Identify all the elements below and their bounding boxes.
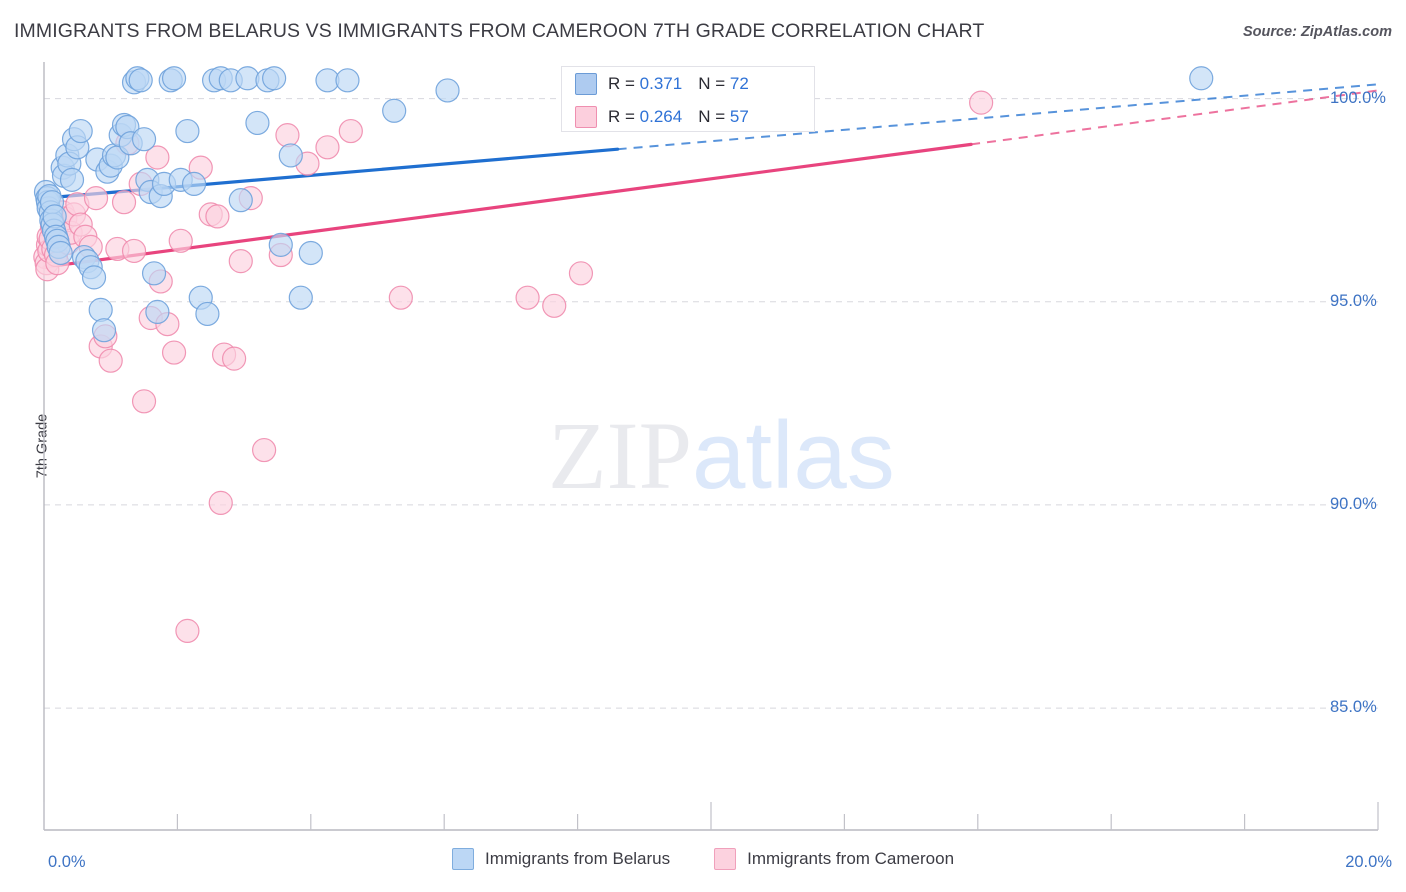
y-axis-tick-label: 90.0% xyxy=(1330,494,1377,513)
r-value-belarus: 0.371 xyxy=(639,73,683,93)
x-axis-tick-label-min: 0.0% xyxy=(48,853,86,871)
series-legend: Immigrants from Belarus Immigrants from … xyxy=(0,848,1406,870)
n-label-belarus: N = xyxy=(698,73,730,93)
source-label: Source: ZipAtlas.com xyxy=(1242,24,1392,40)
legend-item-cameroon[interactable]: Immigrants from Cameroon xyxy=(714,848,954,870)
series-swatch-belarus-icon xyxy=(575,72,597,95)
legend-label-belarus: Immigrants from Belarus xyxy=(484,849,671,868)
series-swatch-cameroon-icon xyxy=(575,105,597,128)
x-axis-ticks xyxy=(43,802,1379,830)
r-value-cameroon: 0.264 xyxy=(639,106,683,126)
correlation-stats-legend: R = 0.371 N = 72 R = 0.264 N = 57 xyxy=(561,66,815,132)
n-value-cameroon: 57 xyxy=(729,106,749,126)
x-axis-tick-label-max: 20.0% xyxy=(1345,853,1392,871)
n-value-belarus: 72 xyxy=(729,73,749,93)
legend-swatch-belarus-icon xyxy=(451,848,474,870)
stats-row-belarus: R = 0.371 N = 72 xyxy=(562,67,814,100)
r-label-belarus: R = xyxy=(608,73,640,93)
stats-row-cameroon: R = 0.264 N = 57 xyxy=(562,100,814,133)
y-axis-tick-label: 85.0% xyxy=(1330,698,1377,717)
legend-swatch-cameroon-icon xyxy=(714,848,737,870)
axis-lines xyxy=(43,62,1378,831)
legend-item-belarus[interactable]: Immigrants from Belarus xyxy=(451,848,671,870)
r-label-cameroon: R = xyxy=(608,106,640,126)
n-label-cameroon: N = xyxy=(698,106,730,126)
y-axis-tick-label: 95.0% xyxy=(1330,291,1377,310)
legend-label-cameroon: Immigrants from Cameroon xyxy=(747,849,955,868)
page-title: IMMIGRANTS FROM BELARUS VS IMMIGRANTS FR… xyxy=(14,20,985,42)
y-axis-tick-label: 100.0% xyxy=(1330,88,1386,107)
gridlines xyxy=(44,98,1378,709)
scatter-points-belarus xyxy=(33,66,1214,343)
stats-text-cameroon: R = 0.264 N = 57 xyxy=(608,107,749,127)
stats-text-belarus: R = 0.371 N = 72 xyxy=(608,74,749,94)
